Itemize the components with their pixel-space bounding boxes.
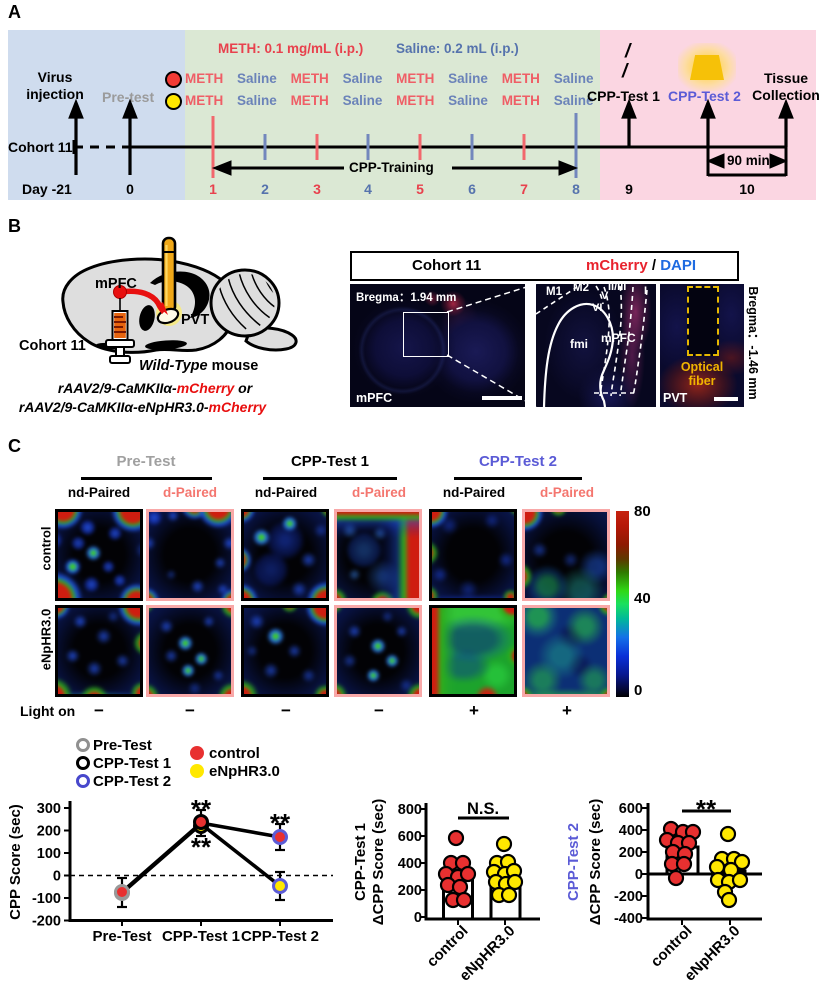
svg-text:control: control [648, 922, 696, 970]
svg-text:CPP-Test 1: CPP-Test 1 [162, 928, 240, 945]
svg-text:N.S.: N.S. [467, 800, 499, 818]
svg-text:-400: -400 [614, 911, 643, 927]
svg-text:**: ** [191, 794, 212, 824]
svg-text:-200: -200 [614, 889, 643, 905]
svg-text:**: ** [191, 832, 212, 862]
svg-text:CPP-Test 2: CPP-Test 2 [241, 928, 319, 945]
svg-text:200: 200 [398, 883, 422, 899]
svg-text:800: 800 [398, 802, 422, 818]
svg-text:300: 300 [37, 801, 61, 817]
svg-text:**: ** [270, 808, 291, 838]
svg-text:CPP-Test 2: CPP-Test 2 [565, 823, 582, 901]
svg-text:ΔCPP Score (sec): ΔCPP Score (sec) [587, 799, 604, 925]
svg-text:CPP-Test 1: CPP-Test 1 [352, 823, 369, 901]
svg-text:0: 0 [414, 910, 422, 926]
svg-text:600: 600 [398, 829, 422, 845]
svg-text:CPP Score (sec): CPP Score (sec) [7, 804, 24, 920]
svg-text:CPP-Test 1: CPP-Test 1 [93, 755, 171, 772]
svg-text:control: control [209, 745, 260, 762]
svg-text:-100: -100 [32, 891, 61, 907]
svg-text:Pre-Test: Pre-Test [93, 737, 152, 754]
svg-text:control: control [424, 922, 472, 970]
svg-text:-200: -200 [32, 914, 61, 930]
svg-text:ΔCPP Score (sec): ΔCPP Score (sec) [370, 799, 387, 925]
svg-text:400: 400 [398, 856, 422, 872]
svg-text:100: 100 [37, 846, 61, 862]
svg-text:200: 200 [619, 845, 643, 861]
svg-text:200: 200 [37, 824, 61, 840]
svg-text:Pre-Test: Pre-Test [93, 928, 152, 945]
svg-text:0: 0 [53, 869, 61, 885]
svg-text:400: 400 [619, 823, 643, 839]
svg-text:600: 600 [619, 801, 643, 817]
svg-text:CPP-Test 2: CPP-Test 2 [93, 773, 171, 790]
svg-text:0: 0 [635, 867, 643, 883]
svg-text:**: ** [696, 794, 717, 824]
svg-text:eNpHR3.0: eNpHR3.0 [209, 763, 280, 780]
